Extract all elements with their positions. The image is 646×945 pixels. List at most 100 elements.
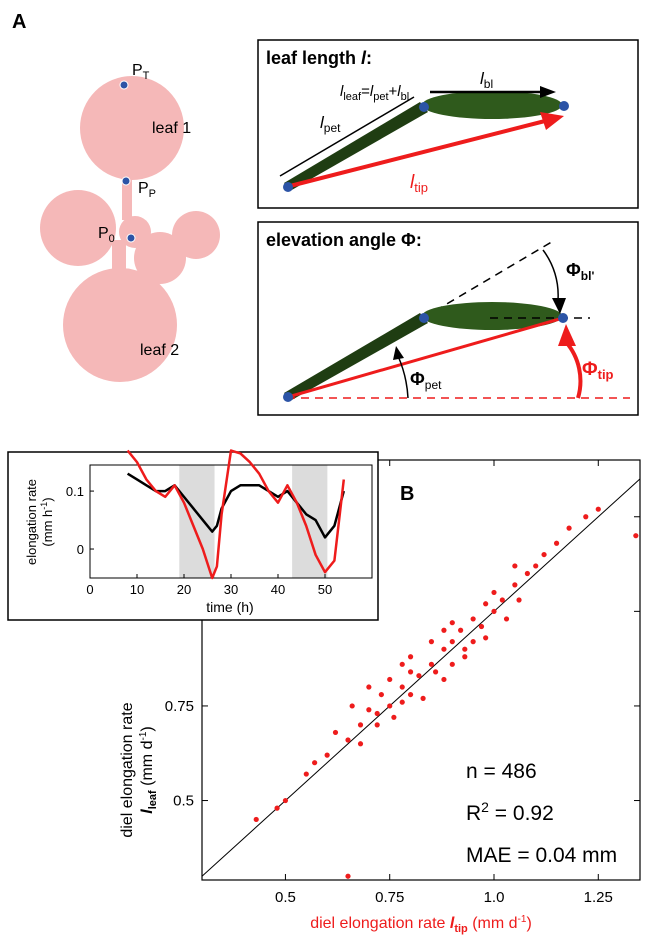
y-tick-label: 0	[77, 542, 84, 557]
tip-label: ltip	[410, 172, 428, 195]
f: bl	[401, 91, 410, 103]
point	[516, 597, 522, 603]
point	[374, 722, 380, 728]
point	[357, 741, 364, 747]
base: P	[98, 225, 109, 242]
point	[633, 533, 639, 539]
annotation: R2 = 0.92	[466, 799, 554, 825]
sub: T	[143, 70, 150, 82]
inset-plot: 0 10 20 30 40 50 0 0.1	[66, 449, 373, 597]
length-diagram	[279, 86, 569, 192]
x-tick-label: 0.5	[275, 889, 296, 906]
x-tick-label: 0.75	[375, 889, 404, 906]
t: :	[366, 48, 372, 68]
v: diel elongation rate	[310, 915, 450, 932]
point	[303, 771, 309, 777]
v: )	[139, 726, 156, 731]
f: +	[389, 83, 398, 100]
t: leaf length	[266, 48, 361, 68]
v: l	[410, 172, 415, 193]
box-title: leaf length l:	[266, 48, 372, 68]
annotation: MAE = 0.04 mm	[466, 844, 617, 867]
point	[483, 635, 489, 641]
point	[416, 673, 422, 679]
point	[566, 525, 572, 531]
v: -1	[138, 731, 149, 740]
point	[458, 627, 464, 633]
x-tick-label: 10	[130, 582, 144, 597]
y-axis-label: diel elongation rate lleaf (mm d-1)	[119, 702, 159, 837]
point	[512, 582, 518, 588]
v: Φ	[566, 260, 581, 280]
point	[478, 623, 485, 630]
point	[441, 627, 447, 633]
v: )	[40, 497, 55, 501]
box-title: elevation angle Φ:	[266, 230, 422, 250]
inset-y-label: elongation rate	[24, 479, 39, 565]
v: -1	[518, 914, 527, 925]
v: bl'	[581, 269, 595, 283]
sub: 0	[109, 233, 115, 245]
y-tick-label: 0.75	[165, 698, 194, 715]
point	[407, 669, 414, 675]
base: P	[132, 62, 143, 79]
v: l	[320, 113, 325, 132]
point	[366, 684, 372, 690]
x-tick-label: 1.25	[584, 889, 613, 906]
v: Φ	[582, 359, 598, 380]
bl-label: lbl	[480, 69, 493, 91]
point	[462, 654, 468, 660]
x-tick-label: 20	[177, 582, 191, 597]
point	[399, 684, 405, 690]
v: -1	[39, 502, 49, 510]
v: R	[466, 802, 481, 825]
point	[399, 699, 405, 705]
point	[491, 589, 497, 596]
point	[253, 816, 259, 823]
point	[524, 570, 530, 577]
point-label: PT	[132, 62, 150, 82]
point	[595, 506, 601, 512]
point	[366, 707, 372, 713]
f: l	[340, 83, 344, 100]
panel-label: A	[12, 11, 26, 33]
night-shade	[179, 465, 215, 578]
f: l	[370, 83, 374, 100]
point	[282, 797, 289, 804]
point	[449, 639, 455, 645]
v: tip	[598, 367, 614, 382]
sub: P	[149, 188, 156, 200]
f: leaf	[343, 91, 362, 103]
v: leaf	[147, 790, 159, 809]
annotation: n = 486	[466, 760, 537, 783]
y-tick-label: 0.5	[173, 793, 194, 810]
point-label: PP	[138, 180, 156, 200]
f: =	[361, 83, 370, 100]
point	[324, 752, 330, 758]
v: tip	[414, 180, 428, 195]
point	[420, 695, 426, 701]
x-tick-label: 0	[86, 582, 93, 597]
v: l	[139, 809, 156, 814]
inset-x-label: time (h)	[206, 599, 253, 615]
point	[345, 873, 351, 879]
night-shade	[292, 465, 328, 578]
point	[349, 703, 355, 709]
point	[374, 710, 380, 717]
formula: lleaf=lpet+lbl	[340, 83, 409, 103]
f: l	[397, 83, 401, 100]
point	[441, 646, 447, 652]
point	[441, 676, 447, 683]
v: 2	[481, 799, 489, 815]
phi-tip: Φtip	[582, 359, 614, 382]
point	[503, 616, 510, 622]
identity-line	[201, 478, 641, 877]
pet-label: lpet	[320, 113, 341, 135]
v: )	[526, 915, 531, 932]
point	[491, 608, 497, 614]
point	[512, 563, 518, 569]
leaf-label: leaf 1	[152, 120, 191, 137]
point	[533, 563, 539, 569]
y-label-line: diel elongation rate	[119, 702, 136, 837]
v: (mm d	[139, 741, 156, 791]
